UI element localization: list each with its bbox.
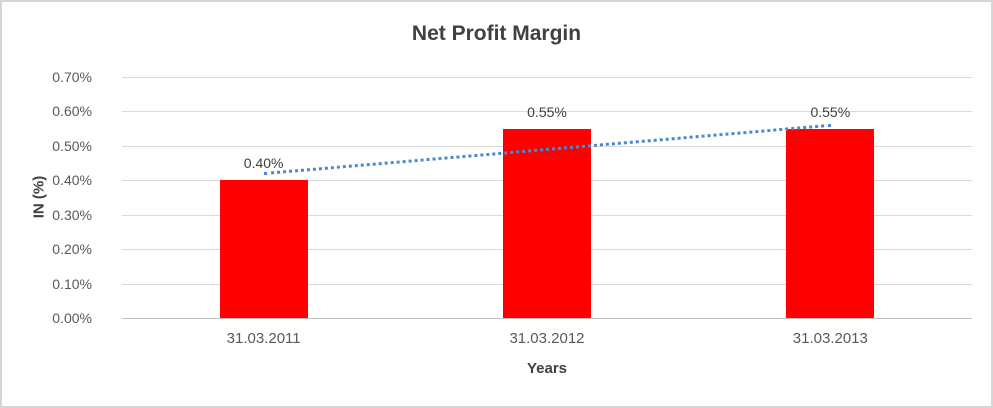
y-tick-label: 0.50% (52, 137, 92, 154)
x-tick-label: 31.03.2011 (226, 330, 301, 347)
y-tick-label: 0.70% (52, 69, 92, 85)
y-tick-label: 0.00% (52, 310, 92, 326)
bar-data-label: 0.55% (810, 103, 851, 120)
chart-title: Net Profit Margin (411, 22, 582, 45)
x-tick-label: 31.03.2012 (509, 330, 585, 347)
y-tick-label: 0.20% (52, 241, 92, 258)
bar-data-label: 0.40% (243, 155, 284, 172)
bar (786, 128, 875, 318)
gridline (122, 111, 972, 113)
plot-area: 0.70% 0.60% 0.50% 0.40% 0.30% 0.20% 0.10% 0.00%… (52, 69, 972, 326)
y-tick-label: 0.10% (52, 275, 92, 292)
x-axis-title: Years (526, 360, 568, 377)
x-axis-line (122, 318, 972, 319)
bar (219, 180, 308, 318)
bar (503, 128, 591, 318)
y-tick-label: 0.40% (52, 172, 92, 189)
x-tick-label: 31.03.2013 (792, 330, 868, 347)
bar-data-label: 0.55% (527, 103, 567, 120)
gridline (122, 77, 972, 78)
y-tick-label: 0.60% (52, 103, 92, 120)
y-tick-label: 0.30% (52, 206, 92, 223)
